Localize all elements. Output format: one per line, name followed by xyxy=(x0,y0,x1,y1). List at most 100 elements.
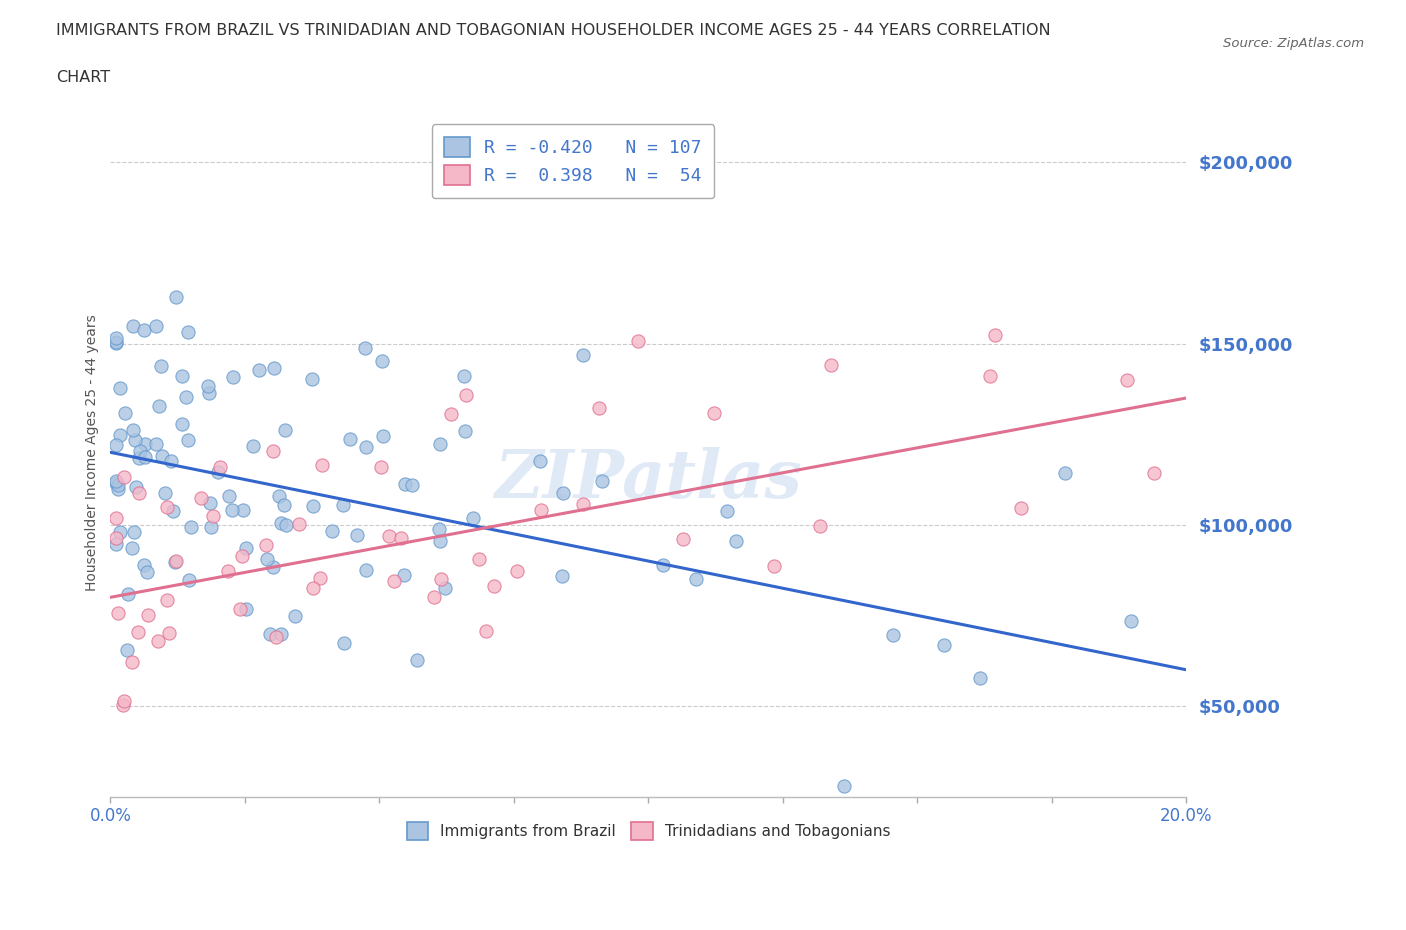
Point xyxy=(529,502,551,517)
Point xyxy=(129,444,152,458)
Point xyxy=(882,627,904,642)
Point xyxy=(200,519,222,534)
Text: IMMIGRANTS FROM BRAZIL VS TRINIDADIAN AND TOBAGONIAN HOUSEHOLDER INCOME AGES 25 : IMMIGRANTS FROM BRAZIL VS TRINIDADIAN AN… xyxy=(56,23,1050,38)
Legend: Immigrants from Brazil, Trinidadians and Tobagonians: Immigrants from Brazil, Trinidadians and… xyxy=(399,815,898,847)
Point xyxy=(128,450,150,465)
Point xyxy=(112,470,135,485)
Point xyxy=(198,496,221,511)
Point xyxy=(132,558,155,573)
Point xyxy=(146,633,169,648)
Point xyxy=(235,541,257,556)
Point xyxy=(172,417,194,432)
Point xyxy=(301,371,323,386)
Point xyxy=(979,368,1001,383)
Point xyxy=(107,605,129,620)
Point xyxy=(104,438,127,453)
Point xyxy=(180,520,202,535)
Point xyxy=(254,538,277,552)
Point xyxy=(242,438,264,453)
Point xyxy=(463,511,485,525)
Point xyxy=(156,592,179,607)
Point xyxy=(209,459,232,474)
Text: ZIPatlas: ZIPatlas xyxy=(495,447,803,512)
Point xyxy=(762,558,785,573)
Point xyxy=(440,406,463,421)
Point xyxy=(114,405,136,420)
Point xyxy=(150,358,173,373)
Point xyxy=(136,608,159,623)
Point xyxy=(262,560,284,575)
Point xyxy=(108,380,131,395)
Point xyxy=(423,590,446,604)
Point xyxy=(121,655,143,670)
Point xyxy=(263,360,285,375)
Point xyxy=(969,671,991,685)
Point xyxy=(197,379,219,393)
Point xyxy=(551,485,574,500)
Point xyxy=(122,318,145,333)
Point xyxy=(378,528,401,543)
Point xyxy=(627,333,650,348)
Point xyxy=(591,473,613,488)
Point xyxy=(333,635,356,650)
Point xyxy=(427,522,450,537)
Point xyxy=(190,491,212,506)
Point xyxy=(121,422,143,437)
Point xyxy=(370,459,392,474)
Point xyxy=(201,509,224,524)
Point xyxy=(105,511,128,525)
Point xyxy=(529,454,551,469)
Point xyxy=(229,602,252,617)
Point xyxy=(356,562,378,577)
Point xyxy=(105,531,128,546)
Point xyxy=(311,458,333,472)
Point xyxy=(456,388,478,403)
Point xyxy=(160,453,183,468)
Point xyxy=(270,626,292,641)
Point xyxy=(112,694,135,709)
Point xyxy=(134,449,156,464)
Point xyxy=(117,643,139,658)
Point xyxy=(128,485,150,500)
Point xyxy=(145,319,167,334)
Point xyxy=(165,555,187,570)
Point xyxy=(309,570,332,585)
Point xyxy=(104,475,127,490)
Point xyxy=(117,586,139,601)
Point xyxy=(256,551,278,566)
Point xyxy=(232,502,254,517)
Point xyxy=(107,477,129,492)
Point xyxy=(301,580,323,595)
Point xyxy=(177,573,200,588)
Point xyxy=(572,348,595,363)
Point xyxy=(121,540,143,555)
Text: CHART: CHART xyxy=(56,70,110,85)
Point xyxy=(110,428,132,443)
Point xyxy=(198,386,221,401)
Point xyxy=(235,602,257,617)
Point xyxy=(346,528,368,543)
Point xyxy=(724,534,747,549)
Point xyxy=(302,498,325,513)
Point xyxy=(453,368,475,383)
Point xyxy=(207,465,229,480)
Point xyxy=(1119,613,1142,628)
Point xyxy=(820,357,842,372)
Point xyxy=(159,626,181,641)
Point xyxy=(832,778,855,793)
Point xyxy=(392,568,415,583)
Point xyxy=(172,368,194,383)
Point xyxy=(406,653,429,668)
Point xyxy=(394,476,416,491)
Point xyxy=(165,554,187,569)
Point xyxy=(111,698,134,712)
Point xyxy=(218,488,240,503)
Point xyxy=(685,572,707,587)
Point xyxy=(454,423,477,438)
Point xyxy=(217,564,239,578)
Point xyxy=(104,336,127,351)
Point xyxy=(551,568,574,583)
Point xyxy=(269,488,291,503)
Point xyxy=(247,362,270,377)
Point xyxy=(150,449,173,464)
